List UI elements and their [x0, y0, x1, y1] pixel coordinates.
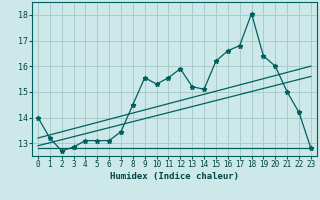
X-axis label: Humidex (Indice chaleur): Humidex (Indice chaleur): [110, 172, 239, 181]
